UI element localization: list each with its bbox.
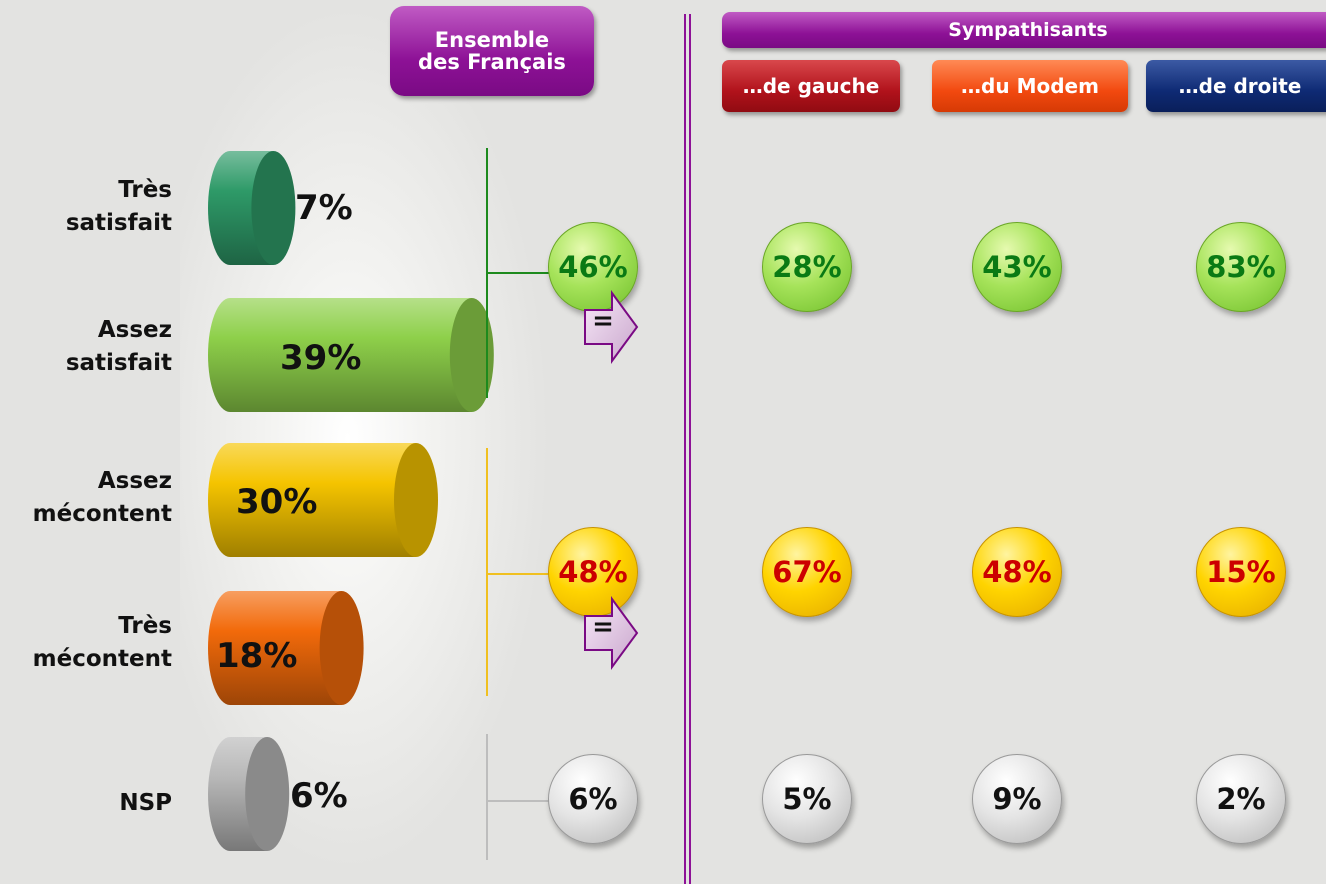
bar-value-label: 18%	[216, 636, 298, 676]
category-label-tres-mecontent: Très mécontent	[32, 613, 172, 672]
header-sympathisants: Sympathisants	[722, 12, 1326, 48]
bar-value-label: 39%	[280, 338, 362, 378]
bracket-nsp-link	[486, 800, 552, 802]
header-sympathisants-droite: …de droite	[1146, 60, 1326, 112]
evolution-label: =	[592, 612, 614, 642]
column-divider-left	[684, 14, 686, 884]
header-ensemble: Ensemble des Français	[390, 6, 594, 96]
bar-1	[208, 298, 494, 412]
bar-body	[230, 298, 472, 412]
category-label-assez-mecontent: Assez mécontent	[32, 468, 172, 527]
evolution-arrow-satisfait: =	[582, 289, 640, 365]
bracket-mecontent	[486, 448, 488, 696]
bar-value-label: 7%	[295, 188, 353, 228]
bar-2	[208, 443, 438, 557]
modem-satisfait-ball: 43%	[972, 222, 1062, 312]
bracket-nsp	[486, 734, 488, 860]
bar-right-cap	[319, 591, 364, 705]
category-label-tres-satisfait: Très satisfait	[65, 177, 172, 236]
modem-nsp-ball: 9%	[972, 754, 1062, 844]
gauche-satisfait-ball: 28%	[762, 222, 852, 312]
total-satisfait-ball: 46%	[548, 222, 638, 312]
droite-nsp-ball: 2%	[1196, 754, 1286, 844]
right-arrow-icon	[584, 595, 639, 671]
evolution-label: =	[592, 306, 614, 336]
bracket-mecontent-link	[486, 573, 552, 575]
modem-mecontent-ball: 48%	[972, 527, 1062, 617]
column-divider-right	[689, 14, 691, 884]
bar-right-cap	[449, 298, 494, 412]
category-label-nsp: NSP	[119, 790, 172, 816]
gauche-nsp-ball: 5%	[762, 754, 852, 844]
header-sympathisants-gauche: …de gauche	[722, 60, 900, 112]
bar-3	[208, 591, 364, 705]
bar-value-label: 6%	[290, 776, 348, 816]
bar-body	[230, 443, 416, 557]
bar-right-cap	[251, 151, 296, 265]
total-nsp-ball: 6%	[548, 754, 638, 844]
total-mecontent-ball: 48%	[548, 527, 638, 617]
droite-satisfait-ball: 83%	[1196, 222, 1286, 312]
gauche-mecontent-ball: 67%	[762, 527, 852, 617]
bar-4	[208, 737, 290, 851]
bar-0	[208, 151, 296, 265]
bar-value-label: 30%	[236, 482, 318, 522]
category-label-assez-satisfait: Assez satisfait	[65, 317, 172, 376]
right-arrow-icon	[584, 289, 639, 365]
bracket-satisfait-link	[486, 272, 552, 274]
header-sympathisants-modem: …du Modem	[932, 60, 1128, 112]
bar-right-cap	[245, 737, 290, 851]
bar-right-cap	[394, 443, 438, 557]
evolution-arrow-mecontent: =	[582, 595, 640, 671]
background-highlight	[180, 0, 600, 877]
droite-mecontent-ball: 15%	[1196, 527, 1286, 617]
